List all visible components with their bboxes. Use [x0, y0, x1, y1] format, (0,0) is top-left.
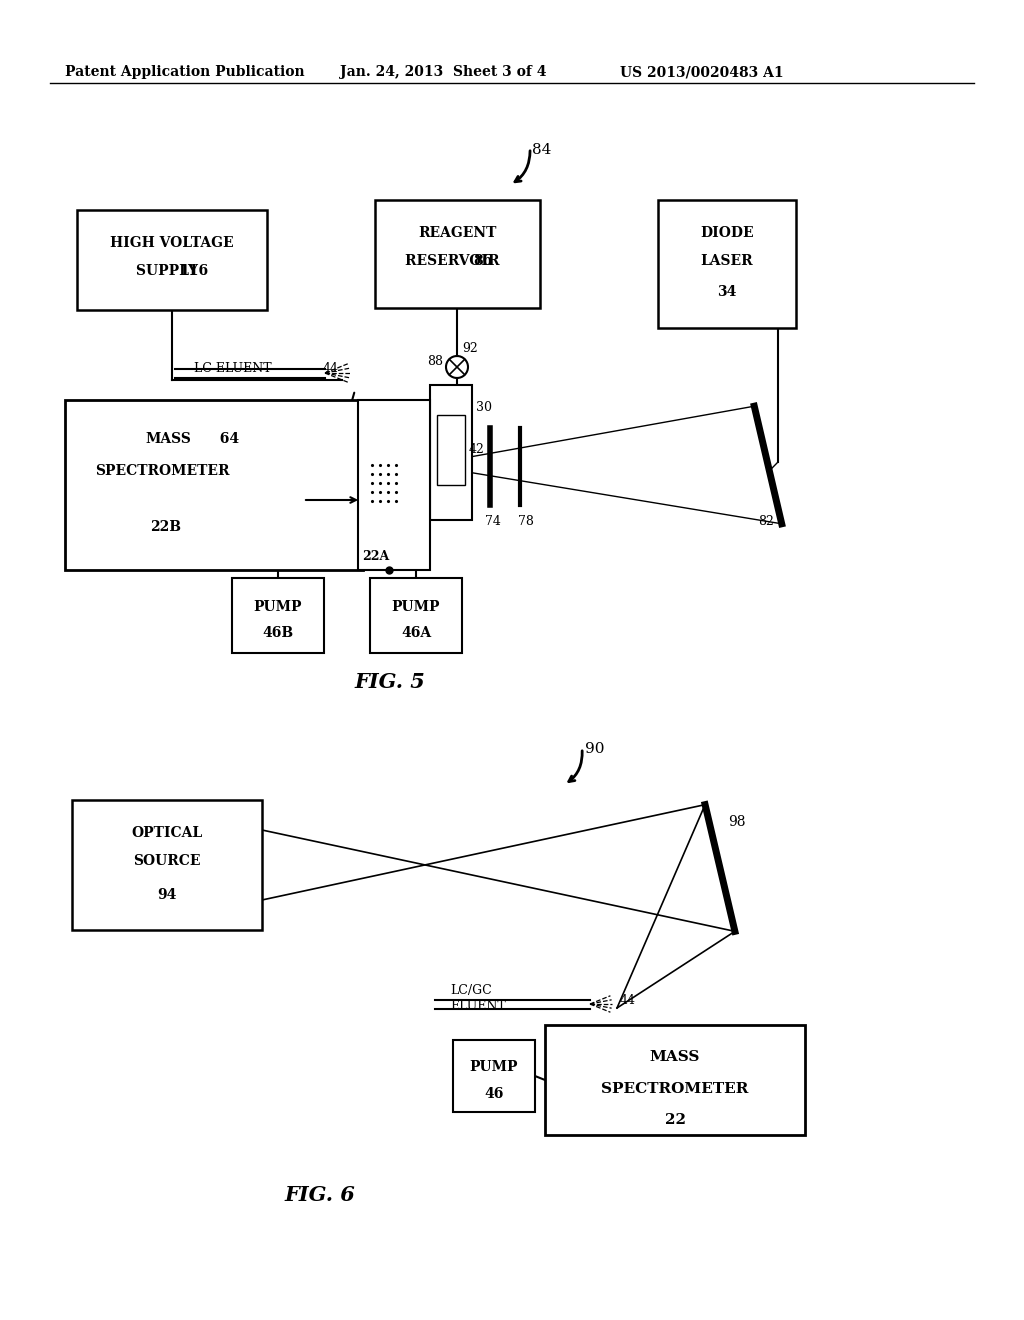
Text: SOURCE: SOURCE: [133, 854, 201, 869]
Text: SPECTROMETER: SPECTROMETER: [95, 465, 229, 478]
Text: 42: 42: [469, 444, 485, 455]
Text: REAGENT: REAGENT: [419, 226, 497, 240]
Bar: [65, 400, 362, 570]
Text: 30: 30: [476, 401, 492, 414]
Text: 64: 64: [210, 432, 240, 446]
Text: 44: 44: [323, 362, 339, 375]
Text: Jan. 24, 2013  Sheet 3 of 4: Jan. 24, 2013 Sheet 3 of 4: [340, 65, 547, 79]
Text: 92: 92: [462, 342, 478, 355]
Bar: [375, 201, 540, 308]
Text: HIGH VOLTAGE: HIGH VOLTAGE: [111, 236, 233, 249]
Text: LC ELUENT: LC ELUENT: [194, 362, 271, 375]
Text: 88: 88: [427, 355, 443, 368]
Text: LASER: LASER: [700, 253, 754, 268]
Text: 78: 78: [518, 515, 534, 528]
Bar: [358, 400, 430, 570]
Text: FIG. 5: FIG. 5: [354, 672, 425, 692]
Text: 82: 82: [758, 515, 774, 528]
Text: 22A: 22A: [362, 550, 389, 564]
Text: 90: 90: [585, 742, 604, 756]
Bar: [453, 1040, 535, 1111]
Text: 34: 34: [718, 285, 736, 300]
Text: FIG. 6: FIG. 6: [285, 1185, 355, 1205]
Text: DIODE: DIODE: [700, 226, 754, 240]
Text: 86: 86: [473, 253, 493, 268]
Bar: [370, 578, 462, 653]
Text: US 2013/0020483 A1: US 2013/0020483 A1: [620, 65, 783, 79]
Bar: [232, 578, 324, 653]
Text: MASS: MASS: [145, 432, 190, 446]
Text: 98: 98: [728, 814, 745, 829]
Text: 46B: 46B: [262, 626, 294, 640]
Text: SPECTROMETER: SPECTROMETER: [601, 1082, 749, 1096]
Text: 46: 46: [484, 1086, 504, 1101]
Text: LC/GC: LC/GC: [450, 983, 492, 997]
Bar: [545, 1026, 805, 1135]
Text: MASS: MASS: [650, 1049, 700, 1064]
Text: ELUENT: ELUENT: [450, 1001, 506, 1012]
Text: OPTICAL: OPTICAL: [131, 826, 203, 840]
Bar: [72, 800, 262, 931]
Text: 116: 116: [179, 264, 209, 279]
Text: 22: 22: [665, 1113, 685, 1127]
Text: PUMP: PUMP: [470, 1060, 518, 1074]
Text: 94: 94: [158, 888, 177, 902]
Text: RESERVOIR: RESERVOIR: [406, 253, 510, 268]
Text: SUPPLY: SUPPLY: [136, 264, 208, 279]
Text: Patent Application Publication: Patent Application Publication: [65, 65, 304, 79]
Text: 46A: 46A: [401, 626, 431, 640]
Text: 44: 44: [620, 994, 636, 1007]
Bar: [658, 201, 796, 327]
Bar: [430, 385, 472, 520]
Text: PUMP: PUMP: [254, 601, 302, 614]
Bar: [437, 414, 465, 484]
Text: 74: 74: [485, 515, 501, 528]
Text: 84: 84: [532, 143, 551, 157]
Text: 68: 68: [380, 587, 396, 601]
Bar: [77, 210, 267, 310]
Text: 22B: 22B: [150, 520, 181, 535]
Text: PUMP: PUMP: [392, 601, 440, 614]
